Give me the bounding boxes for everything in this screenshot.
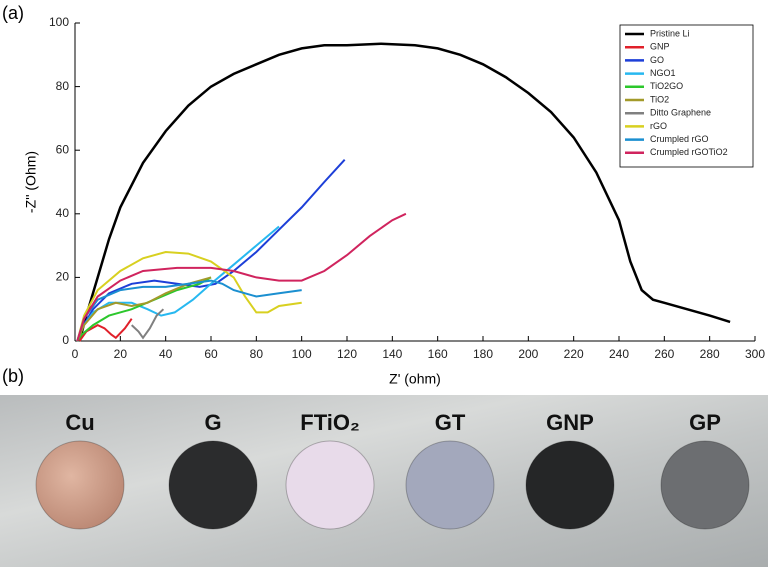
legend-label: TiO2GO: [650, 81, 683, 91]
sample-label: Cu: [65, 410, 94, 435]
y-tick-label: 100: [49, 15, 69, 29]
x-tick-label: 120: [337, 347, 357, 361]
panel-label: (a): [2, 3, 24, 23]
series-line: [131, 308, 165, 340]
y-tick-label: 20: [56, 270, 70, 284]
y-axis-label: -Z'' (Ohm): [23, 151, 39, 213]
sample-label: FTiO₂: [300, 410, 359, 435]
x-tick-label: 80: [250, 347, 264, 361]
sample-label: G: [204, 410, 221, 435]
sample-disc: [168, 440, 258, 530]
y-tick-label: 80: [56, 79, 70, 93]
sample-disc: [525, 440, 615, 530]
legend-label: Ditto Graphene: [650, 108, 711, 118]
sample-label: GP: [689, 410, 721, 435]
sample-disc: [405, 440, 495, 530]
legend-label: rGO: [650, 121, 667, 131]
x-tick-label: 160: [428, 347, 448, 361]
legend-label: TiO2: [650, 94, 669, 104]
legend-label: Crumpled rGOTiO2: [650, 147, 728, 157]
series-line: [76, 212, 407, 342]
x-tick-label: 140: [382, 347, 402, 361]
sample-label: GNP: [546, 410, 594, 435]
y-tick-label: 40: [56, 206, 70, 220]
legend-label: Pristine Li: [650, 28, 690, 38]
x-tick-label: 180: [473, 347, 493, 361]
series-line: [76, 250, 302, 342]
photo-background: [0, 395, 768, 567]
series-line: [78, 42, 731, 342]
sample-disc: [35, 440, 125, 530]
series-line: [76, 279, 302, 342]
y-tick-label: 60: [56, 142, 70, 156]
legend-label: Crumpled rGO: [650, 134, 709, 144]
x-tick-label: 240: [609, 347, 629, 361]
x-tick-label: 60: [204, 347, 218, 361]
y-tick-label: 0: [62, 333, 69, 347]
series-line: [76, 276, 212, 342]
series-line: [76, 225, 280, 342]
x-tick-label: 20: [114, 347, 128, 361]
x-tick-label: 100: [292, 347, 312, 361]
x-tick-label: 280: [700, 347, 720, 361]
x-tick-label: 200: [518, 347, 538, 361]
x-tick-label: 40: [159, 347, 173, 361]
legend-label: GNP: [650, 42, 670, 52]
x-tick-label: 0: [72, 347, 79, 361]
x-axis-label: Z' (ohm): [389, 371, 441, 387]
sample-label: GT: [435, 410, 466, 435]
x-tick-label: 300: [745, 347, 765, 361]
sample-disc: [285, 440, 375, 530]
legend-label: GO: [650, 55, 664, 65]
panel-label: (b): [2, 366, 24, 386]
sample-disc: [660, 440, 750, 530]
legend-label: NGO1: [650, 68, 676, 78]
series-line: [76, 159, 346, 342]
series-line: [76, 276, 212, 342]
x-tick-label: 260: [654, 347, 674, 361]
x-tick-label: 220: [564, 347, 584, 361]
legend-box: [619, 24, 754, 168]
